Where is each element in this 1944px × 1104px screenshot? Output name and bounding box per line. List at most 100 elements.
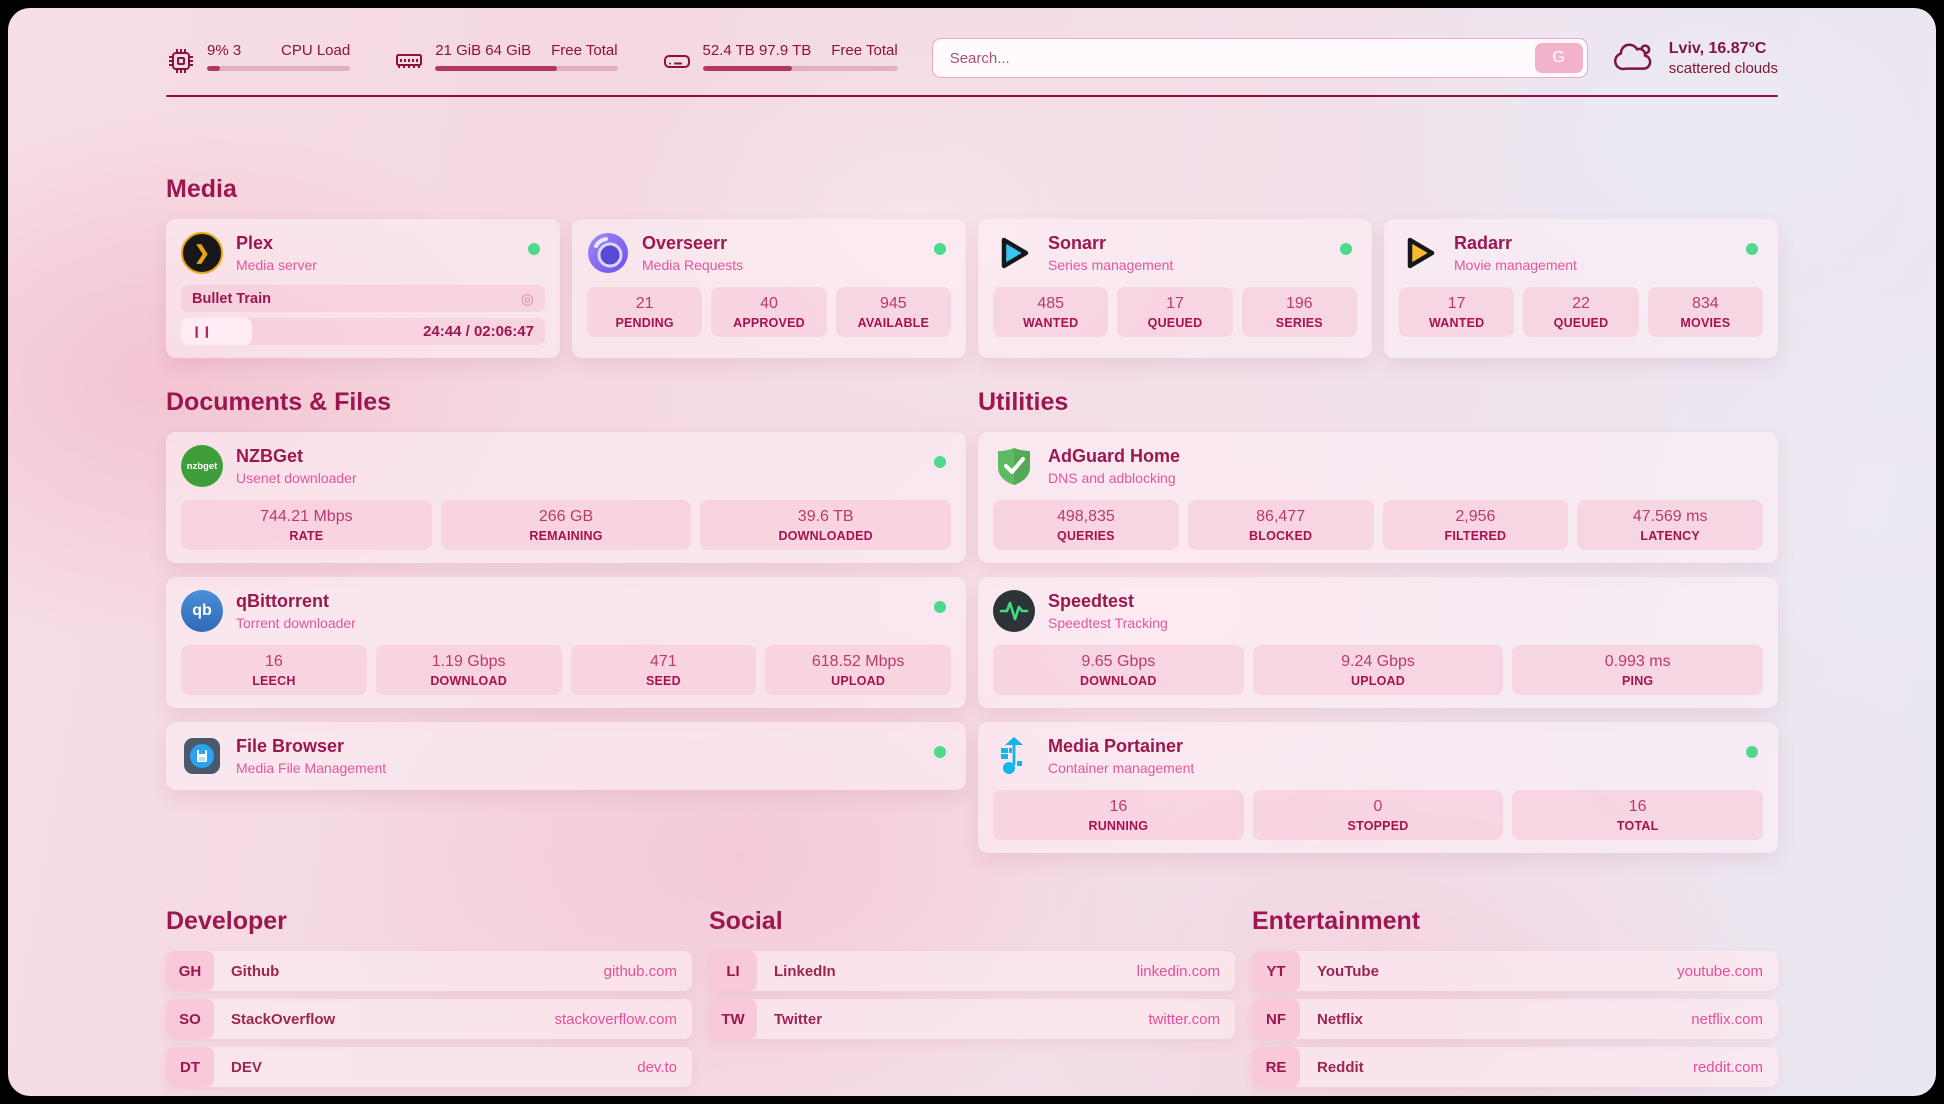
stat-total: 16 TOTAL [1512, 790, 1764, 840]
top-bar: 9% 3 CPU Load [166, 8, 1778, 78]
app-card-overseerr[interactable]: Overseerr Media Requests 21 PENDING 40 A… [572, 219, 966, 358]
app-card-nzbget[interactable]: nzbget NZBGet Usenet downloader 744.21 M… [166, 432, 966, 563]
stat-value: 16 [1109, 798, 1128, 815]
stat-value: 834 [1691, 295, 1719, 312]
app-card-sonarr[interactable]: Sonarr Series management 485 WANTED 17 Q… [978, 219, 1372, 358]
section-title-media: Media [166, 175, 237, 203]
bookmark-dev[interactable]: DT DEV dev.to [166, 1047, 692, 1087]
cpu-label: CPU [281, 41, 313, 59]
stat-upload: 9.24 Gbps UPLOAD [1252, 645, 1504, 695]
bookmark-youtube[interactable]: YT YouTube youtube.com [1252, 951, 1778, 991]
bookmark-abbr: DT [166, 1047, 214, 1087]
plex-icon [181, 232, 223, 274]
app-card-adguard[interactable]: AdGuard Home DNS and adblocking 498,835 … [978, 432, 1778, 563]
bookmark-name: DEV [231, 1058, 262, 1076]
status-dot [934, 601, 946, 613]
stat-label: QUEUED [1147, 316, 1203, 330]
stat-label: SEED [645, 674, 681, 688]
app-card-filebrowser[interactable]: File Browser Media File Management [166, 722, 966, 790]
stat-value: 498,835 [1056, 508, 1115, 525]
app-subtitle: Media Requests [642, 257, 744, 273]
qbittorrent-icon-text: qb [192, 602, 212, 619]
stat-value: 196 [1285, 295, 1313, 312]
cpu-progress-fill [207, 66, 220, 72]
stat-value: 40 [760, 295, 778, 312]
search-input[interactable] [936, 49, 1535, 67]
stat-value: 1.19 Gbps [431, 653, 506, 670]
stat-value: 9.24 Gbps [1341, 653, 1415, 670]
app-title: NZBGet [236, 446, 303, 466]
app-card-portainer[interactable]: Media Portainer Container management 16 … [978, 722, 1778, 853]
bookmark-abbr: LI [709, 951, 757, 991]
stat-value: 945 [879, 295, 907, 312]
stat-movies: 834 MOVIES [1647, 287, 1763, 337]
now-playing-title: Bullet Train [192, 290, 271, 307]
bookmark-url: linkedin.com [1136, 962, 1220, 980]
stat-download: 1.19 Gbps DOWNLOAD [375, 645, 562, 695]
ram-total-label: Total [585, 41, 618, 59]
ram-progress-bar [435, 66, 618, 72]
stat-label: LATENCY [1640, 529, 1700, 543]
disk-free-value: 52.4 TB [702, 41, 755, 59]
section-developer: Developer GH Github github.com SO StackO… [166, 907, 692, 1087]
stat-rate: 744.21 Mbps RATE [181, 500, 432, 550]
app-card-radarr[interactable]: Radarr Movie management 17 WANTED 22 QUE… [1384, 219, 1778, 358]
weather-location-temp: Lviv, 16.87°C [1668, 39, 1767, 57]
bookmark-abbr: NF [1252, 999, 1300, 1039]
bookmark-twitter[interactable]: TW Twitter twitter.com [709, 999, 1235, 1039]
stat-label: FILTERED [1444, 529, 1507, 543]
bookmark-name: Twitter [774, 1010, 823, 1028]
stat-approved: 40 APPROVED [711, 287, 827, 337]
stat-series: 196 SERIES [1241, 287, 1357, 337]
bookmark-linkedin[interactable]: LI LinkedIn linkedin.com [709, 951, 1235, 991]
disk-free-label: Free [831, 41, 863, 59]
pause-icon[interactable] [192, 325, 212, 338]
adguard-icon [993, 445, 1035, 487]
bookmark-url: netflix.com [1691, 1010, 1763, 1028]
app-title: Speedtest [1048, 591, 1135, 611]
status-dot [934, 746, 946, 758]
filebrowser-icon [181, 735, 223, 777]
bookmark-abbr: YT [1252, 951, 1300, 991]
search-provider-button[interactable]: G [1534, 43, 1583, 73]
section-title-entertainment: Entertainment [1252, 907, 1421, 935]
cpu-progress-bar [207, 66, 351, 72]
search-bar: G [931, 38, 1588, 78]
bookmark-github[interactable]: GH Github github.com [166, 951, 692, 991]
stat-queued: 22 QUEUED [1523, 287, 1639, 337]
weather-widget: Lviv, 16.87°C scattered clouds [1613, 39, 1778, 77]
nzbget-icon: nzbget [181, 445, 223, 487]
radarr-icon [1399, 232, 1441, 274]
stat-label: UPLOAD [831, 674, 886, 688]
stat-label: UPLOAD [1351, 674, 1405, 688]
stat-available: 945 AVAILABLE [835, 287, 951, 337]
bookmark-reddit[interactable]: RE Reddit reddit.com [1252, 1047, 1778, 1087]
stat-blocked: 86,477 BLOCKED [1187, 500, 1374, 550]
bookmark-url: github.com [603, 962, 677, 980]
app-card-plex[interactable]: Plex Media server Bullet Train 24:44 / 0… [166, 219, 560, 358]
cpu-icon [166, 46, 196, 76]
app-card-qbittorrent[interactable]: qb qBittorrent Torrent downloader 16 LEE… [166, 577, 966, 708]
bookmark-url: stackoverflow.com [554, 1010, 677, 1028]
stat-value: 17 [1166, 295, 1184, 312]
app-subtitle: Media server [236, 257, 317, 273]
ram-total-value: 64 GiB [485, 41, 532, 59]
stat-label: WANTED [1428, 316, 1485, 330]
bookmark-abbr: RE [1252, 1047, 1300, 1087]
section-media: Media Plex Media server Bullet Train [166, 175, 1778, 358]
stat-label: MOVIES [1680, 316, 1731, 330]
disk-total-label: Total [866, 41, 898, 59]
stat-label: DOWNLOAD [430, 674, 507, 688]
bookmark-stackoverflow[interactable]: SO StackOverflow stackoverflow.com [166, 999, 692, 1039]
stat-stopped: 0 STOPPED [1252, 790, 1504, 840]
app-card-speedtest[interactable]: Speedtest Speedtest Tracking 9.65 Gbps D… [978, 577, 1778, 708]
status-dot [1340, 243, 1352, 255]
playback-progress-row: 24:44 / 02:06:47 [181, 318, 545, 345]
app-subtitle: Speedtest Tracking [1048, 615, 1168, 631]
stat-label: PING [1621, 674, 1654, 688]
app-title: AdGuard Home [1048, 446, 1181, 466]
bookmark-netflix[interactable]: NF Netflix netflix.com [1252, 999, 1778, 1039]
disk-icon [662, 46, 692, 76]
section-title-developer: Developer [166, 907, 287, 935]
stat-value: 86,477 [1256, 508, 1306, 525]
